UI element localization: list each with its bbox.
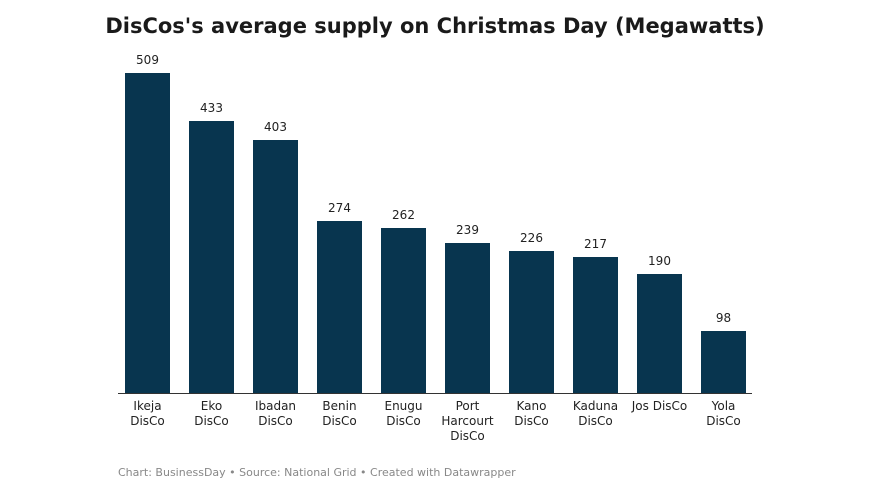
value-label: 262: [392, 208, 415, 223]
x-tick-label: Yola DisCo: [706, 399, 741, 428]
x-tick-label: Ikeja DisCo: [130, 399, 165, 428]
bar: [317, 220, 362, 393]
bar: [637, 273, 682, 393]
value-label: 98: [715, 311, 732, 326]
bar: [701, 331, 746, 393]
x-tick-label: Kano DisCo: [514, 399, 549, 428]
value-label: 239: [456, 222, 479, 237]
x-tick-label: Eko DisCo: [194, 399, 229, 428]
bar: [573, 256, 618, 393]
bar: [189, 120, 234, 393]
x-tick-label: Enugu DisCo: [384, 399, 423, 428]
x-tick-label: Jos DisCo: [631, 399, 688, 413]
chart-title: DisCos's average supply on Christmas Day…: [105, 14, 765, 38]
bar: [445, 242, 490, 393]
x-tick-label: Ibadan DisCo: [254, 399, 297, 428]
value-label: 226: [520, 230, 543, 245]
bar: [509, 250, 554, 393]
source-note: Chart: BusinessDay • Source: National Gr…: [118, 466, 516, 479]
value-label: 190: [648, 253, 671, 268]
value-label: 509: [136, 53, 159, 67]
x-tick-label: Benin DisCo: [322, 399, 357, 428]
bar: [253, 139, 298, 393]
baseline: [118, 393, 752, 394]
x-tick-label: Kaduna DisCo: [572, 399, 619, 428]
value-label: 433: [200, 100, 223, 115]
value-label: 403: [264, 119, 287, 134]
x-tick-label: Port Harcourt DisCo: [441, 399, 494, 443]
bar: [125, 73, 170, 393]
bar: [381, 228, 426, 393]
value-label: 217: [584, 236, 607, 251]
value-label: 274: [328, 200, 351, 215]
